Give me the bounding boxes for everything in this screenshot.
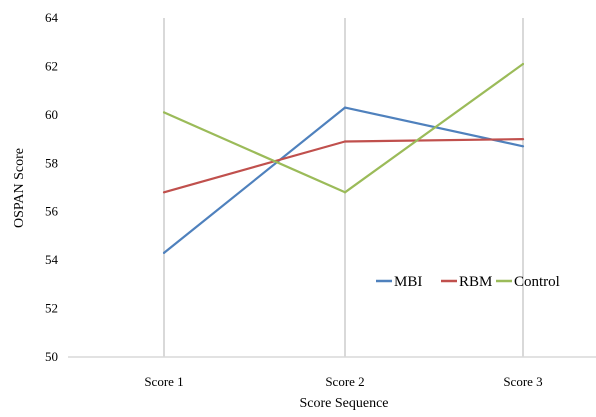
series-line-mbi: [163, 106, 524, 254]
legend-label-control: Control: [514, 274, 560, 290]
data-point-rbm: [521, 138, 525, 141]
data-point-control: [343, 191, 347, 194]
data-point-mbi: [343, 106, 347, 109]
data-point-control: [521, 62, 525, 66]
legend-label-mbi: MBI: [394, 274, 422, 290]
y-tick-label: 64: [45, 10, 59, 25]
x-tick-label: Score 1: [144, 374, 183, 389]
legend-label-rbm: RBM: [459, 274, 492, 290]
data-point-rbm: [162, 191, 166, 194]
y-tick-label: 62: [45, 58, 58, 73]
data-point-mbi: [521, 145, 525, 148]
data-point-rbm: [343, 140, 347, 143]
series-line-control: [163, 63, 524, 194]
series-lines: [162, 62, 525, 254]
y-axis-title: OSPAN Score: [12, 148, 27, 228]
data-point-mbi: [162, 251, 166, 254]
gridlines: [163, 18, 524, 357]
y-tick-label: 58: [45, 155, 58, 170]
y-tick-label: 52: [45, 301, 58, 316]
x-axis-title: Score Sequence: [299, 396, 388, 411]
axes: 50 52 54 56 58 60 62 64 Score 1 Score 2 Score 3: [45, 10, 596, 389]
y-tick-label: 50: [45, 349, 58, 364]
y-tick-label: 60: [45, 107, 58, 122]
data-point-control: [162, 111, 166, 114]
legend: MBI RBM Control: [376, 274, 560, 290]
x-tick-label: Score 2: [325, 374, 364, 389]
y-tick-label: 54: [45, 252, 59, 267]
x-tick-label: Score 3: [503, 374, 542, 389]
series-line-rbm: [163, 138, 524, 194]
y-tick-label: 56: [45, 204, 59, 219]
